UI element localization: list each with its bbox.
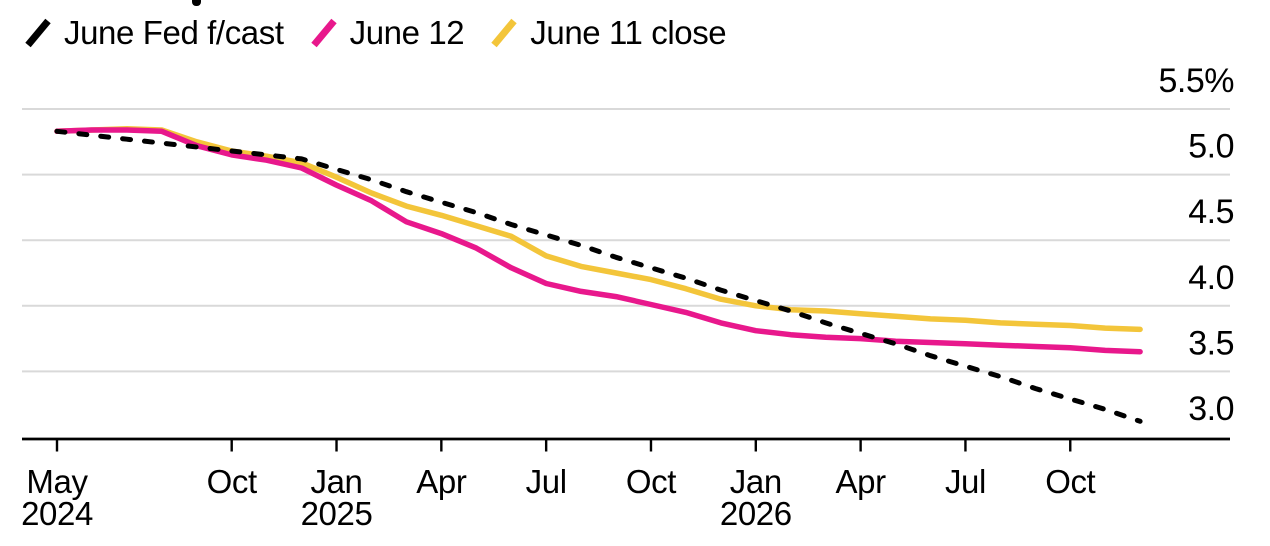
cropped-title-fragment <box>192 0 201 6</box>
series-line-june-fed-f-cast <box>54 128 1143 424</box>
chart-legend: June Fed f/cast June 12 June 11 close <box>25 14 727 51</box>
x-tick-label-Oct 2025: Oct <box>626 463 676 500</box>
legend-label-june-fed-fcast: June Fed f/cast <box>64 14 284 51</box>
x-tick-label-Jan 2026: Jan <box>730 463 782 500</box>
y-axis-label-4: 4.0 <box>1188 259 1234 297</box>
x-year-label-2025: 2025 <box>301 495 373 532</box>
legend-item-june-fed-fcast: June Fed f/cast <box>25 16 284 49</box>
legend-label-june-12: June 12 <box>349 14 465 51</box>
x-tick-label-Jul 2026: Jul <box>945 463 986 500</box>
gridlines <box>22 108 1230 373</box>
y-axis-label-4.5: 4.5 <box>1188 193 1234 231</box>
y-axis-labels: 5.5% 5.0 4.5 4.0 3.5 3.0 <box>1159 62 1235 428</box>
x-tick-label-Jul 2025: Jul <box>526 463 567 500</box>
yellow-line-swatch-icon <box>491 18 517 47</box>
y-axis-label-5: 5.0 <box>1188 128 1234 166</box>
legend-label-june-11-close: June 11 close <box>530 14 727 51</box>
y-axis-label-3.5: 3.5 <box>1188 324 1234 362</box>
x-tick-label-Jan 2025: Jan <box>311 463 363 500</box>
series-lines <box>54 125 1143 424</box>
y-axis-label-3: 3.0 <box>1188 390 1234 428</box>
y-axis-label-5.5: 5.5% <box>1159 62 1235 100</box>
legend-item-june-11-close: June 11 close <box>491 14 727 51</box>
x-axis: May Oct Jan Apr Jul Oct Jan Apr Jul Oct 2024 2025 20… <box>21 437 1230 532</box>
x-tick-label-Apr 2026: Apr <box>836 463 887 500</box>
x-tick-label-May 2024: May <box>26 463 88 500</box>
series-line-june-12 <box>54 127 1143 355</box>
legend-item-june-12: June 12 <box>310 14 465 51</box>
pink-line-swatch-icon <box>310 18 337 47</box>
dashed-line-swatch-icon <box>25 18 51 47</box>
series-line-june-11-close <box>54 125 1143 333</box>
x-tick-label-Oct 2024: Oct <box>207 463 257 500</box>
x-year-label-2026: 2026 <box>720 495 792 532</box>
x-tick-label-Oct 2026: Oct <box>1045 463 1095 500</box>
x-year-label-2024: 2024 <box>21 495 93 532</box>
x-tick-label-Apr 2025: Apr <box>416 463 467 500</box>
